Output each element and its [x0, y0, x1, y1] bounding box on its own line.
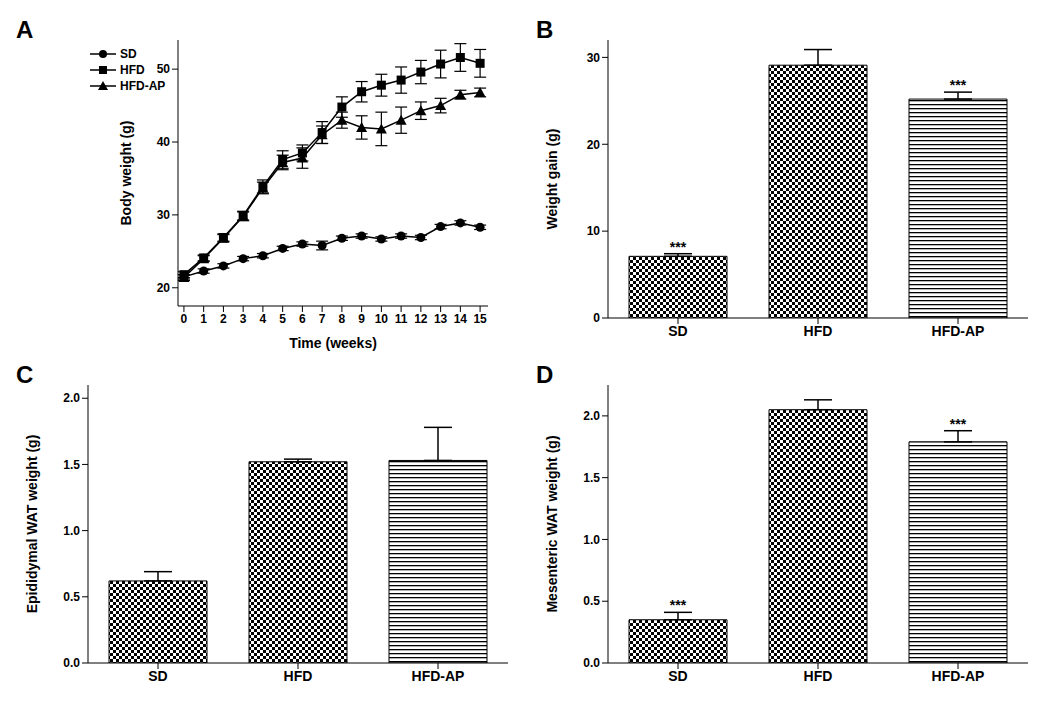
- svg-text:0.5: 0.5: [583, 594, 600, 608]
- svg-text:10: 10: [375, 312, 389, 326]
- svg-text:2: 2: [220, 312, 227, 326]
- svg-text:50: 50: [157, 62, 171, 76]
- svg-text:0.5: 0.5: [63, 590, 80, 604]
- svg-text:9: 9: [358, 312, 365, 326]
- svg-text:Mesenteric WAT weight (g): Mesenteric WAT weight (g): [544, 435, 560, 612]
- svg-text:HFD: HFD: [804, 668, 833, 684]
- svg-text:***: ***: [950, 416, 967, 432]
- svg-text:***: ***: [950, 77, 967, 93]
- svg-text:SD: SD: [668, 668, 687, 684]
- svg-text:2.0: 2.0: [583, 409, 600, 423]
- html-text:B: B: [536, 16, 554, 43]
- svg-text:8: 8: [339, 312, 346, 326]
- svg-text:***: ***: [670, 597, 687, 613]
- svg-text:0: 0: [593, 311, 600, 325]
- svg-text:1.0: 1.0: [583, 533, 600, 547]
- svg-text:1.0: 1.0: [63, 524, 80, 538]
- svg-text:SD: SD: [148, 668, 167, 684]
- html-text:HFD-AP: HFD-AP: [120, 79, 166, 93]
- svg-text:20: 20: [157, 281, 171, 295]
- svg-text:HFD: HFD: [804, 323, 833, 339]
- svg-text:30: 30: [587, 51, 601, 65]
- svg-text:20: 20: [587, 138, 601, 152]
- svg-text:Body weight (g): Body weight (g): [118, 121, 134, 226]
- html-text:C: C: [16, 361, 34, 388]
- html-text:A: A: [16, 16, 34, 43]
- svg-text:15: 15: [473, 312, 487, 326]
- svg-text:HFD: HFD: [284, 668, 313, 684]
- svg-text:11: 11: [395, 312, 408, 326]
- svg-text:7: 7: [319, 312, 326, 326]
- svg-text:1: 1: [200, 312, 207, 326]
- svg-text:6: 6: [299, 312, 306, 326]
- svg-text:13: 13: [434, 312, 448, 326]
- svg-text:0.0: 0.0: [583, 656, 600, 670]
- svg-text:5: 5: [279, 312, 286, 326]
- svg-text:HFD-AP: HFD-AP: [932, 323, 985, 339]
- svg-text:Time (weeks): Time (weeks): [289, 335, 377, 351]
- svg-text:1.5: 1.5: [583, 471, 600, 485]
- svg-text:0: 0: [181, 312, 188, 326]
- html-text:SD: SD: [120, 47, 137, 61]
- svg-text:3: 3: [240, 312, 247, 326]
- svg-text:10: 10: [587, 224, 601, 238]
- svg-text:40: 40: [157, 135, 171, 149]
- svg-text:SD: SD: [668, 323, 687, 339]
- svg-text:12: 12: [414, 312, 428, 326]
- svg-text:30: 30: [157, 208, 171, 222]
- svg-text:HFD-AP: HFD-AP: [932, 668, 985, 684]
- svg-text:Epididymal WAT weight (g): Epididymal WAT weight (g): [24, 435, 40, 614]
- svg-text:***: ***: [670, 239, 687, 255]
- svg-text:0.0: 0.0: [63, 656, 80, 670]
- svg-text:2.0: 2.0: [63, 391, 80, 405]
- svg-text:Weight gain (g): Weight gain (g): [544, 129, 560, 230]
- svg-text:14: 14: [454, 312, 468, 326]
- svg-text:1.5: 1.5: [63, 458, 80, 472]
- html-text:HFD: HFD: [120, 63, 145, 77]
- svg-text:HFD-AP: HFD-AP: [412, 668, 465, 684]
- svg-text:4: 4: [260, 312, 267, 326]
- html-text:D: D: [536, 361, 554, 388]
